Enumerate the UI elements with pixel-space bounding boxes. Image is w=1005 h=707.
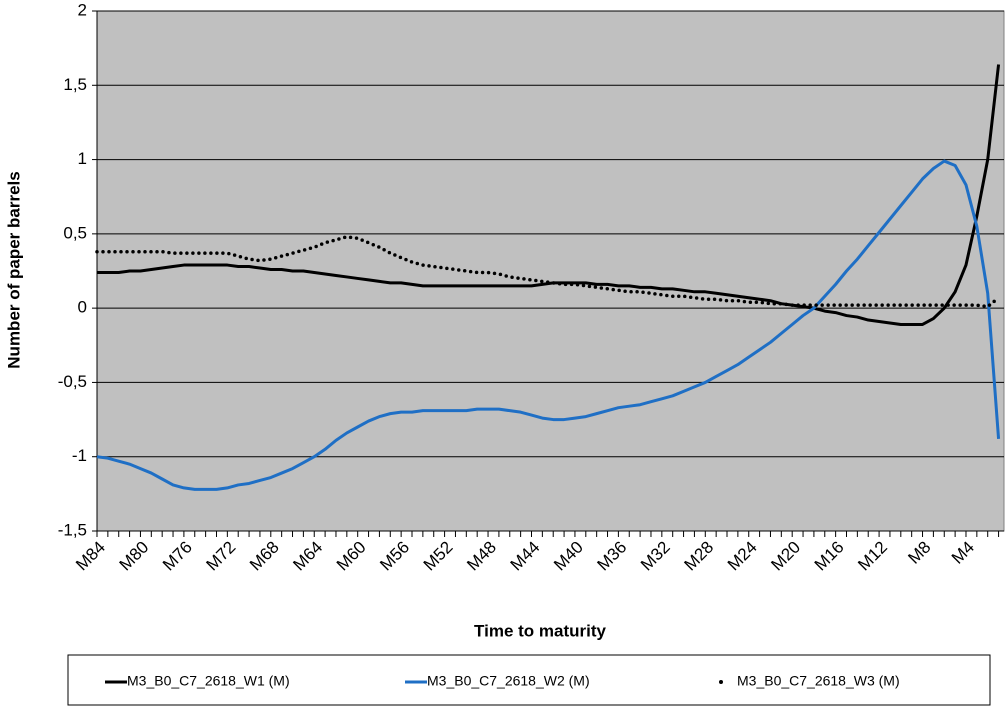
x-tick-label: M32 xyxy=(637,538,674,575)
legend-box xyxy=(67,654,991,706)
legend-label: M3_B0_C7_2618_W2 (M) xyxy=(427,673,590,689)
x-tick-label: M64 xyxy=(289,538,326,575)
x-tick-label: M4 xyxy=(948,538,978,568)
y-tick-label: 2 xyxy=(78,0,87,19)
legend-label: M3_B0_C7_2618_W3 (M) xyxy=(737,673,900,689)
legend-label: M3_B0_C7_2618_W1 (M) xyxy=(127,673,290,689)
x-tick-label: M12 xyxy=(854,538,891,575)
x-tick-label: M24 xyxy=(724,538,761,575)
legend-swatch xyxy=(719,680,723,684)
x-tick-label: M40 xyxy=(550,538,587,575)
y-tick-label: -1 xyxy=(72,446,87,465)
x-tick-label: M72 xyxy=(203,538,240,575)
x-tick-label: M80 xyxy=(116,538,153,575)
x-tick-label: M76 xyxy=(159,538,196,575)
y-tick-label: 1 xyxy=(78,149,87,168)
x-tick-label: M36 xyxy=(594,538,631,575)
x-tick-label: M84 xyxy=(72,538,109,575)
y-tick-label: 0 xyxy=(78,298,87,317)
x-tick-label: M8 xyxy=(904,538,934,568)
x-tick-label: M68 xyxy=(246,538,283,575)
series-line xyxy=(95,235,1001,309)
y-axis-title: Number of paper barrels xyxy=(4,171,23,368)
x-tick-label: M48 xyxy=(463,538,500,575)
x-tick-label: M44 xyxy=(507,538,544,575)
series-line xyxy=(96,159,1001,491)
x-tick-label: M20 xyxy=(767,538,804,575)
y-tick-label: 1,5 xyxy=(63,75,87,94)
x-tick-label: M56 xyxy=(376,538,413,575)
x-tick-label: M28 xyxy=(680,538,717,575)
x-tick-label: M52 xyxy=(420,538,457,575)
x-tick-label: M16 xyxy=(811,538,848,575)
y-tick-label: 0,5 xyxy=(63,223,87,242)
x-axis-title: Time to maturity xyxy=(474,621,606,640)
x-tick-label: M60 xyxy=(333,538,370,575)
plot-area xyxy=(96,10,1005,532)
y-tick-label: -0,5 xyxy=(58,372,87,391)
y-tick-label: -1,5 xyxy=(58,520,87,539)
